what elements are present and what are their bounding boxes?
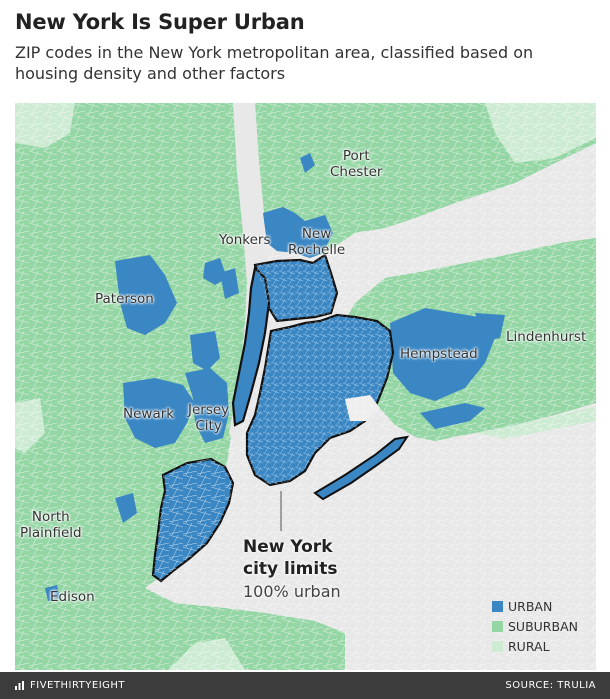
nyc-zip-lines (153, 255, 393, 581)
legend-label: RURAL (508, 638, 550, 654)
label-north-plainfield: North Plainfield (20, 509, 82, 541)
fivethirtyeight-logo-icon (15, 681, 24, 690)
page-title: New York Is Super Urban (15, 10, 305, 34)
page-subtitle: ZIP codes in the New York metropolitan a… (15, 43, 534, 83)
callout-title: New York city limits (243, 537, 338, 579)
label-port-chester: Port Chester (330, 148, 383, 180)
label-newark: Newark (123, 406, 175, 422)
label-lindenhurst: Lindenhurst (506, 329, 587, 345)
legend-label: SUBURBAN (508, 618, 578, 634)
brand-name: FIVETHIRTYEIGHT (30, 680, 126, 691)
brand: FIVETHIRTYEIGHT (14, 680, 125, 691)
label-yonkers: Yonkers (219, 232, 271, 248)
callout-value: 100% urban (243, 582, 341, 601)
label-jersey-city: Jersey City (188, 402, 230, 434)
urban-zip-clusters (45, 153, 505, 601)
legend: URBAN SUBURBAN RURAL (492, 596, 578, 656)
legend-item-urban: URBAN (492, 596, 578, 616)
legend-item-rural: RURAL (492, 636, 578, 656)
legend-swatch-suburban (492, 620, 503, 632)
zip-code-map (15, 103, 596, 670)
label-edison: Edison (50, 589, 95, 605)
hudson-river (229, 103, 267, 443)
label-hempstead: Hempstead (400, 346, 478, 362)
label-new-rochelle: New Rochelle (288, 226, 346, 258)
legend-swatch-urban (492, 600, 503, 612)
footer-bar: FIVETHIRTYEIGHT SOURCE: TRULIA (0, 672, 610, 699)
source-credit: SOURCE: TRULIA (505, 680, 596, 691)
legend-swatch-rural (492, 640, 503, 652)
nyc-manhattan (231, 265, 271, 427)
legend-item-suburban: SUBURBAN (492, 616, 578, 636)
legend-label: URBAN (508, 598, 553, 614)
nyc-rockaway (313, 435, 410, 501)
label-paterson: Paterson (95, 291, 154, 307)
